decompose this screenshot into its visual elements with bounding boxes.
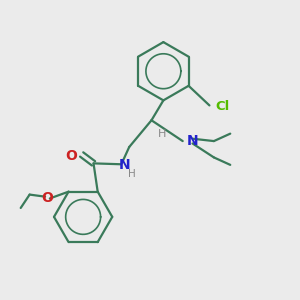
Text: Cl: Cl	[215, 100, 230, 113]
Text: H: H	[128, 169, 136, 179]
Text: O: O	[65, 149, 77, 163]
Text: O: O	[41, 190, 53, 205]
Text: N: N	[119, 158, 130, 172]
Text: H: H	[158, 129, 166, 139]
Text: N: N	[187, 134, 199, 148]
